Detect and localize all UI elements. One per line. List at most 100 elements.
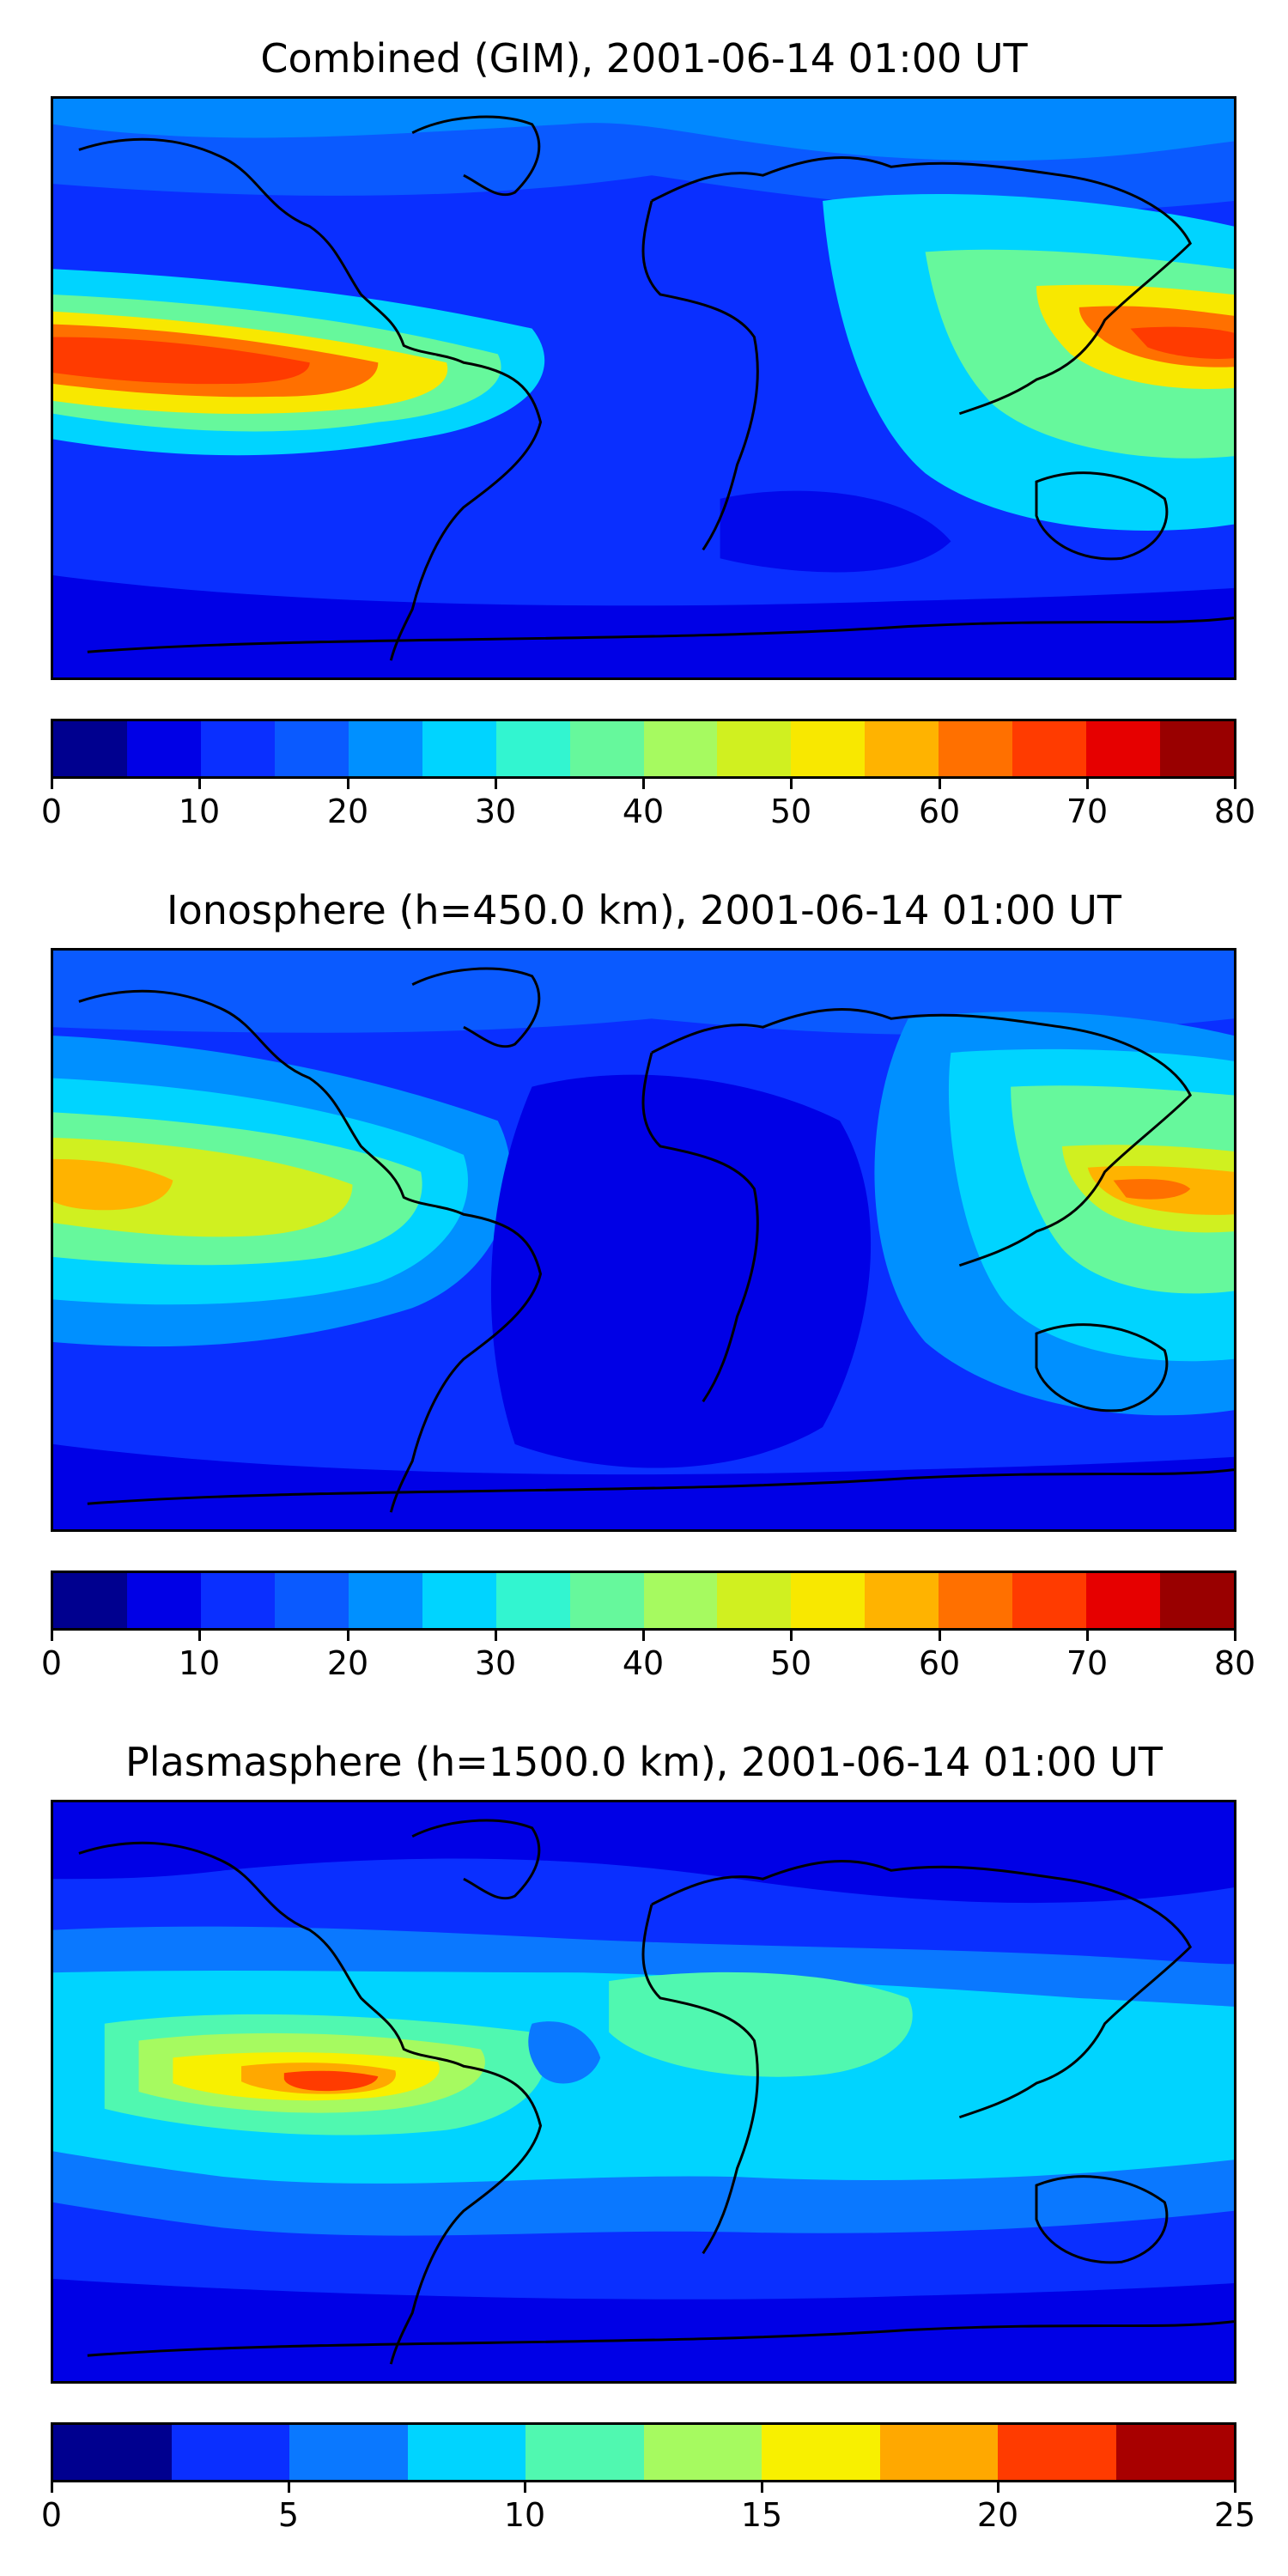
colorbar-tick-label: 10 — [178, 793, 221, 830]
colorbar-level — [998, 2425, 1116, 2480]
colorbar-level — [495, 721, 570, 776]
panel-2-map-svg — [53, 951, 1234, 1529]
colorbar-level — [1012, 1573, 1087, 1628]
panel-1-colorbar-ticks: 0 10 20 30 40 50 60 70 80 — [41, 779, 1255, 830]
colorbar-level — [274, 721, 349, 776]
colorbar-tick-mark — [51, 1631, 53, 1641]
colorbar-tick-mark — [51, 2482, 53, 2493]
colorbar-tick-mark — [761, 2482, 763, 2493]
colorbar-level — [717, 1573, 792, 1628]
colorbar-level — [643, 1573, 718, 1628]
colorbar-level — [274, 1573, 349, 1628]
colorbar-tick-mark — [198, 779, 201, 789]
colorbar-tick-mark — [198, 1631, 201, 1641]
colorbar-tick-label: 50 — [769, 793, 812, 830]
colorbar-tick-label: 40 — [622, 1644, 665, 1682]
colorbar-level — [53, 2425, 172, 2480]
colorbar-tick-mark — [939, 1631, 941, 1641]
colorbar-level — [200, 1573, 275, 1628]
panel-3-map-svg — [53, 1802, 1234, 2381]
colorbar-level — [791, 1573, 866, 1628]
colorbar-level — [526, 2425, 644, 2480]
colorbar-level — [1160, 721, 1234, 776]
colorbar-tick-label: 40 — [622, 793, 665, 830]
colorbar-tick-label: 0 — [40, 1644, 63, 1682]
colorbar-tick-label: 70 — [1066, 1644, 1109, 1682]
colorbar-tick-mark — [1234, 2482, 1236, 2493]
colorbar-tick-mark — [495, 779, 497, 789]
colorbar-tick-mark — [642, 779, 645, 789]
colorbar-level — [643, 2425, 762, 2480]
colorbar-tick-label: 50 — [769, 1644, 812, 1682]
colorbar-tick-mark — [642, 1631, 645, 1641]
colorbar-tick-mark — [939, 779, 941, 789]
colorbar-tick-label: 20 — [326, 1644, 369, 1682]
colorbar-tick-label: 15 — [740, 2496, 783, 2534]
colorbar-tick-label: 70 — [1066, 793, 1109, 830]
panel-2-colorbar — [51, 1571, 1236, 1631]
colorbar-level — [865, 721, 939, 776]
colorbar-level — [939, 1573, 1013, 1628]
colorbar-level — [289, 2425, 408, 2480]
panel-1-colorbar — [51, 719, 1236, 779]
colorbar-tick-label: 20 — [976, 2496, 1019, 2534]
colorbar-level — [717, 721, 792, 776]
colorbar-tick-label: 10 — [178, 1644, 221, 1682]
colorbar-tick-label: 80 — [1213, 793, 1256, 830]
colorbar-level — [939, 721, 1013, 776]
colorbar-level — [200, 721, 275, 776]
colorbar-level — [422, 1573, 496, 1628]
colorbar-level — [1012, 721, 1087, 776]
colorbar-tick-mark — [790, 779, 793, 789]
colorbar-tick-mark — [495, 1631, 497, 1641]
colorbar-level — [53, 1573, 127, 1628]
colorbar-tick-label: 60 — [918, 1644, 961, 1682]
colorbar-tick-label: 80 — [1213, 1644, 1256, 1682]
colorbar-tick-label: 60 — [918, 793, 961, 830]
panel-1-title: Combined (GIM), 2001-06-14 01:00 UT — [260, 35, 1028, 82]
colorbar-tick-mark — [347, 779, 349, 789]
colorbar-tick-label: 10 — [503, 2496, 546, 2534]
panel-2-map — [51, 948, 1236, 1532]
colorbar-tick-mark — [51, 779, 53, 789]
colorbar-tick-mark — [790, 1631, 793, 1641]
panel-3-title: Plasmasphere (h=1500.0 km), 2001-06-14 0… — [125, 1739, 1163, 1785]
colorbar-level — [126, 721, 201, 776]
colorbar-tick-label: 0 — [40, 2496, 63, 2534]
panel-3-map — [51, 1800, 1236, 2384]
colorbar-level — [643, 721, 718, 776]
panel-2-colorbar-ticks: 0 10 20 30 40 50 60 70 80 — [41, 1631, 1255, 1682]
colorbar-level — [171, 2425, 289, 2480]
colorbar-tick-mark — [997, 2482, 999, 2493]
colorbar-level — [422, 721, 496, 776]
colorbar-tick-mark — [1234, 779, 1236, 789]
panel-3-colorbar — [51, 2422, 1236, 2482]
colorbar-level — [865, 1573, 939, 1628]
colorbar-tick-mark — [288, 2482, 290, 2493]
colorbar-level — [1115, 2425, 1234, 2480]
colorbar-tick-label: 0 — [40, 793, 63, 830]
colorbar-tick-mark — [347, 1631, 349, 1641]
colorbar-tick-label: 30 — [474, 793, 517, 830]
colorbar-level — [126, 1573, 201, 1628]
colorbar-tick-label: 30 — [474, 1644, 517, 1682]
colorbar-level — [569, 721, 644, 776]
colorbar-tick-label: 5 — [277, 2496, 300, 2534]
colorbar-level — [1086, 1573, 1161, 1628]
colorbar-level — [762, 2425, 880, 2480]
colorbar-level — [53, 721, 127, 776]
panel-1-map-svg — [53, 99, 1234, 677]
colorbar-level — [1160, 1573, 1234, 1628]
colorbar-tick-mark — [1234, 1631, 1236, 1641]
colorbar-level — [495, 1573, 570, 1628]
colorbar-tick-mark — [524, 2482, 526, 2493]
panel-1-map — [51, 96, 1236, 680]
colorbar-tick-label: 25 — [1213, 2496, 1256, 2534]
colorbar-tick-label: 20 — [326, 793, 369, 830]
colorbar-tick-mark — [1086, 1631, 1089, 1641]
colorbar-level — [879, 2425, 998, 2480]
colorbar-level — [348, 1573, 422, 1628]
colorbar-level — [1086, 721, 1161, 776]
colorbar-tick-mark — [1086, 779, 1089, 789]
panel-3-colorbar-ticks: 0 5 10 15 20 25 — [41, 2482, 1255, 2534]
